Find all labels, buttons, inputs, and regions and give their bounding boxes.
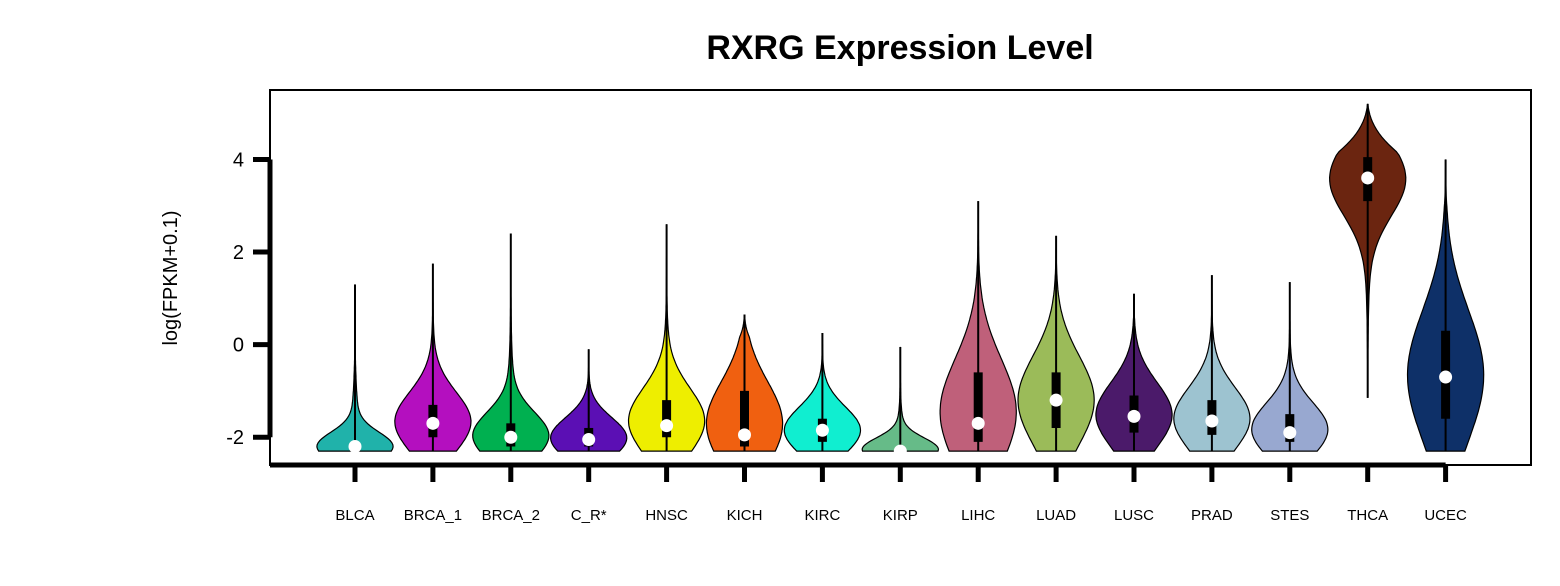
x-tick-label-1: BRCA_1 [404, 507, 462, 524]
violin-median-BRCA_2 [504, 430, 518, 444]
x-tick-label-2: BRCA_2 [482, 507, 540, 524]
violin-C_R* [549, 349, 628, 452]
violin-UCEC [1406, 159, 1485, 452]
x-tick-label-9: LUAD [1036, 507, 1076, 524]
violin-median-STES [1283, 426, 1297, 440]
violin-BRCA_2 [472, 233, 550, 452]
violin-median-LUAD [1049, 393, 1063, 407]
x-tick-label-0: BLCA [335, 507, 374, 524]
violin-median-BLCA [348, 439, 362, 453]
violin-KIRC [783, 333, 862, 452]
y-tick-label-0: -2 [226, 427, 244, 449]
y-tick-label-3: 4 [233, 149, 244, 171]
axes-layer: -2 0 2 4 [226, 149, 1449, 482]
violin-LUAD [1017, 235, 1095, 452]
violin-median-PRAD [1205, 414, 1219, 428]
violin-BLCA [316, 284, 394, 453]
x-tick-label-14: UCEC [1424, 507, 1467, 524]
x-tick-label-4: HNSC [645, 507, 688, 524]
x-tick-label-3: C_R* [571, 507, 607, 524]
x-tick-label-10: LUSC [1114, 507, 1154, 524]
x-tick-label-8: LIHC [961, 507, 995, 524]
violin-LUSC [1095, 293, 1173, 452]
violin-HNSC [627, 224, 706, 452]
violin-BRCA_1 [394, 263, 472, 452]
violin-median-KICH [738, 428, 751, 442]
x-tick-label-13: THCA [1347, 507, 1388, 524]
y-tick-label-1: 0 [233, 335, 244, 357]
violin-median-KIRC [815, 423, 829, 437]
violin-median-BRCA_1 [426, 416, 440, 430]
violin-median-UCEC [1439, 370, 1453, 384]
x-tick-label-7: KIRP [883, 507, 918, 524]
x-tick-label-11: PRAD [1191, 507, 1233, 524]
violin-KICH [705, 314, 784, 452]
x-tick-labels: BLCA BRCA_1 BRCA_2 C_R* HNSC KICH KIRC KIRP LIHC… [335, 507, 1467, 524]
violins-layer [316, 103, 1485, 458]
violin-median-LIHC [971, 416, 985, 430]
violin-PRAD [1173, 275, 1251, 452]
violin-LIHC [939, 201, 1017, 452]
violin-THCA [1328, 103, 1407, 398]
violin-KIRP [861, 346, 940, 458]
x-tick-label-5: KICH [727, 507, 763, 524]
x-tick-label-12: STES [1270, 507, 1309, 524]
y-axis-label: log(FPKM+0.1) [160, 210, 182, 345]
violin-median-HNSC [660, 419, 674, 433]
violin-median-LUSC [1127, 409, 1141, 423]
violin-median-C_R* [582, 433, 596, 447]
violin-STES [1251, 282, 1329, 452]
y-tick-label-2: 2 [233, 242, 244, 264]
violin-median-KIRP [893, 444, 907, 458]
x-tick-label-6: KIRC [804, 507, 840, 524]
violin-median-THCA [1361, 171, 1375, 185]
chart-title: RXRG Expression Level [706, 29, 1093, 67]
